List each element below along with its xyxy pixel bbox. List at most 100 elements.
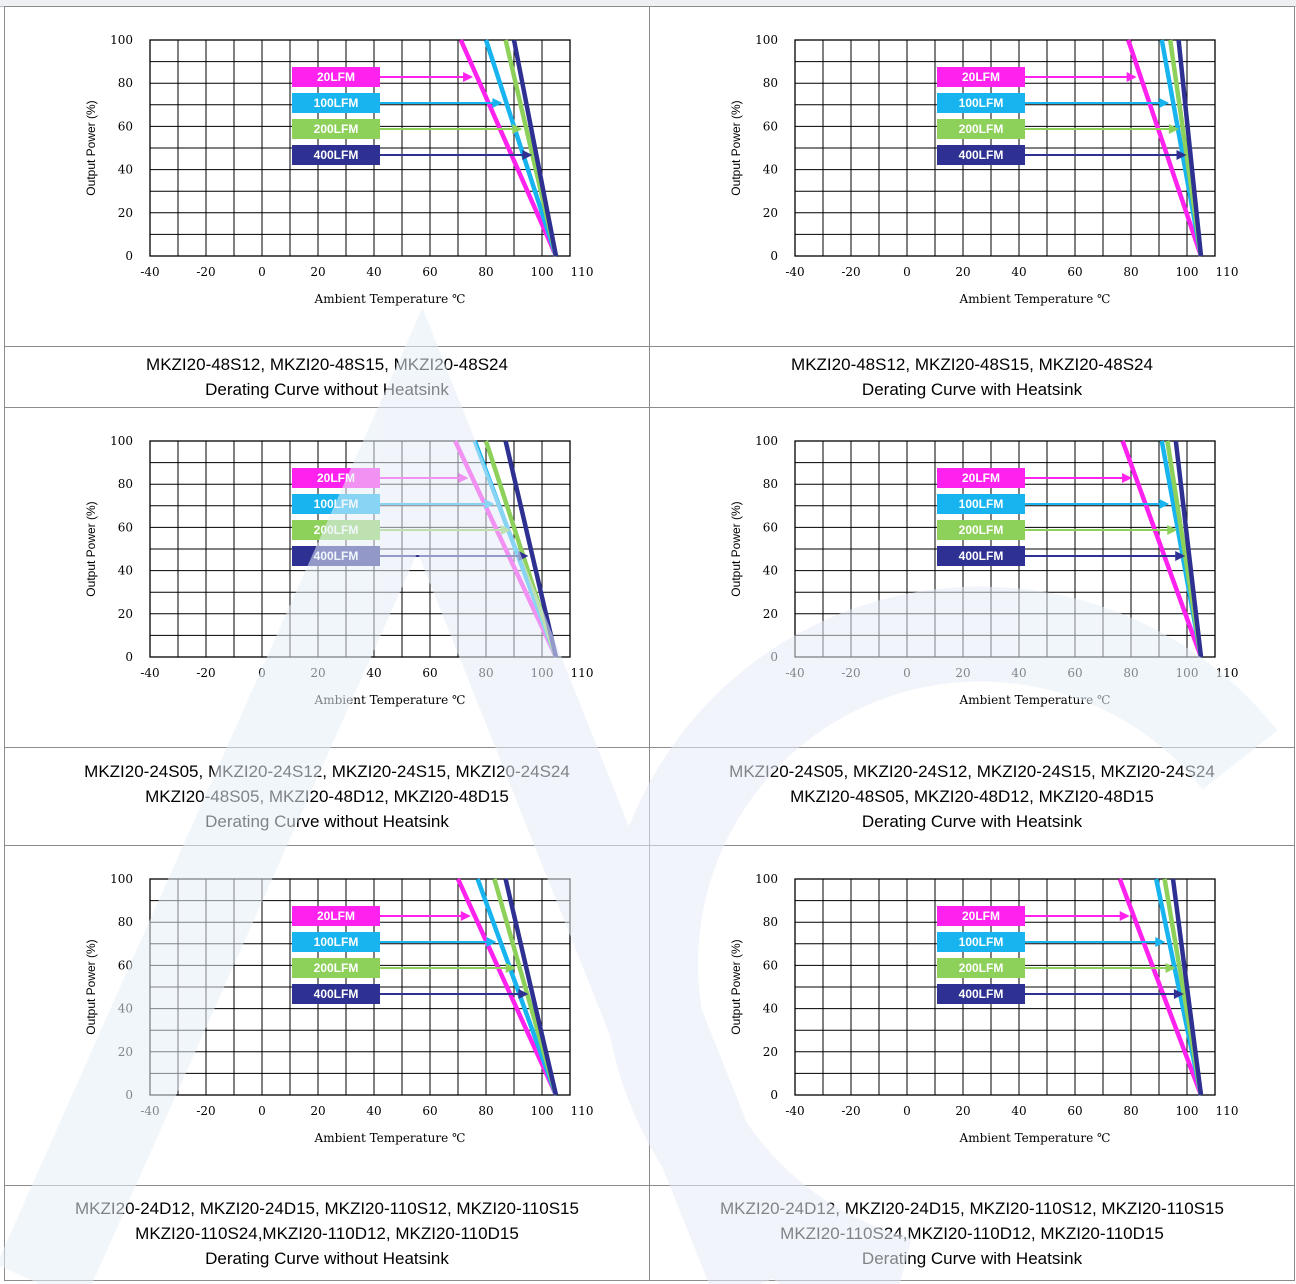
x-tick-label: -20: [841, 265, 860, 279]
legend-label: 20LFM: [317, 909, 355, 923]
y-axis-label: Output Power (%): [84, 501, 98, 596]
legend-swatch-20lfm: [937, 468, 1025, 488]
y-tick-label: 60: [118, 119, 133, 133]
y-tick-label: 20: [118, 1045, 133, 1059]
x-tick-label: -20: [196, 666, 215, 680]
x-tick-label: 0: [258, 265, 266, 279]
legend-arrow-head: [1176, 150, 1187, 160]
y-tick-label: 80: [118, 76, 133, 90]
y-tick-label: 0: [125, 650, 133, 664]
x-tick-label: 110: [571, 666, 594, 680]
x-tick-label: 20: [310, 1104, 325, 1118]
x-tick-label: -40: [140, 1104, 159, 1118]
x-tick-label: 100: [531, 265, 554, 279]
x-tick-label: 110: [571, 265, 594, 279]
legend-label: 400LFM: [314, 987, 359, 1001]
legend-arrow-head: [1168, 124, 1179, 134]
y-tick-label: 20: [763, 206, 778, 220]
x-tick-label: 60: [1067, 265, 1082, 279]
y-tick-label: 60: [118, 958, 133, 972]
legend-arrow-head: [1167, 525, 1178, 535]
x-tick-label: -20: [196, 265, 215, 279]
y-tick-label: 80: [118, 477, 133, 491]
legend-arrow-head: [458, 473, 469, 483]
caption-line: MKZI20-24D12, MKZI20-24D15, MKZI20-110S1…: [75, 1198, 579, 1218]
x-axis-label: Ambient Temperature ℃: [959, 1131, 1111, 1145]
x-tick-label: 60: [422, 265, 437, 279]
y-tick-label: 40: [763, 1002, 778, 1016]
x-tick-label: 110: [1216, 666, 1239, 680]
legend-label: 20LFM: [317, 70, 355, 84]
legend-label: 20LFM: [962, 471, 1000, 485]
x-tick-label: 110: [1216, 265, 1239, 279]
legend-label: 200LFM: [959, 961, 1004, 975]
y-tick-label: 40: [763, 163, 778, 177]
series-line-20lfm: [458, 39, 559, 257]
x-tick-label: -20: [841, 666, 860, 680]
x-tick-label: 60: [1067, 1104, 1082, 1118]
legend-swatch-200lfm: [937, 520, 1025, 540]
caption-line: Derating Curve with Heatsink: [861, 380, 1083, 399]
y-tick-label: 0: [125, 249, 133, 263]
legend-arrow-head: [1119, 911, 1130, 921]
x-tick-label: 110: [1216, 1104, 1239, 1118]
caption-line: Derating Curve with Heatsink: [861, 812, 1083, 831]
legend-arrow-head: [484, 499, 495, 509]
x-axis-label: Ambient Temperature ℃: [959, 292, 1111, 306]
y-tick-label: 40: [763, 564, 778, 578]
x-tick-label: -40: [140, 265, 159, 279]
legend-label: 100LFM: [959, 497, 1004, 511]
x-tick-label: 40: [1011, 1104, 1026, 1118]
legend-label: 400LFM: [314, 148, 359, 162]
x-tick-label: 100: [531, 666, 554, 680]
y-tick-label: 80: [118, 915, 133, 929]
plot-area-border: [794, 39, 1216, 257]
legend-arrow-head: [512, 124, 523, 134]
legend-label: 200LFM: [959, 122, 1004, 136]
chart-cell-2: 0 20 40 60 80 100 -40 -20 0 20 40 60 80 100 110 Ambient…: [649, 6, 1295, 347]
x-tick-label: 60: [1067, 666, 1082, 680]
x-tick-label: 110: [571, 1104, 594, 1118]
legend-label: 20LFM: [317, 471, 355, 485]
y-tick-label: 100: [755, 434, 778, 448]
x-tick-label: 40: [366, 265, 381, 279]
legend-arrow-head: [1155, 937, 1166, 947]
caption-line: MKZI20-24S05, MKZI20-24S12, MKZI20-24S15…: [84, 762, 570, 781]
x-tick-label: -40: [140, 666, 159, 680]
caption-line: Derating Curve with Heatsink: [861, 1248, 1083, 1268]
y-tick-label: 40: [118, 1002, 133, 1016]
legend-swatch-100lfm: [292, 93, 380, 113]
x-tick-label: 80: [1123, 265, 1138, 279]
legend-swatch-200lfm: [937, 119, 1025, 139]
y-axis-label: Output Power (%): [729, 939, 743, 1034]
x-tick-label: 0: [903, 666, 911, 680]
x-tick-label: 80: [1123, 666, 1138, 680]
derating-chart-6: 0 20 40 60 80 100 -40 -20 0 20 40 60 80 100 110 Ambient…: [729, 872, 1239, 1145]
legend-swatch-100lfm: [937, 93, 1025, 113]
legend-label: 200LFM: [314, 523, 359, 537]
series-line-400lfm: [511, 39, 559, 257]
y-tick-label: 0: [770, 650, 778, 664]
x-tick-label: 0: [903, 1104, 911, 1118]
legend-label: 200LFM: [314, 961, 359, 975]
x-tick-label: 20: [310, 666, 325, 680]
legend-label: 100LFM: [314, 96, 359, 110]
y-tick-label: 100: [110, 434, 133, 448]
legend-swatch-100lfm: [937, 494, 1025, 514]
y-tick-label: 60: [118, 520, 133, 534]
x-tick-label: 80: [478, 1104, 493, 1118]
legend-arrow-head: [1122, 473, 1133, 483]
x-tick-label: 100: [1176, 1104, 1199, 1118]
caption-line: MKZI20-24S05, MKZI20-24S12, MKZI20-24S15…: [729, 762, 1215, 781]
chart-cell-5: 0 20 40 60 80 100 -40 -20 0 20 40 60 80 100 110 Ambient…: [4, 845, 650, 1186]
legend-swatch-400lfm: [937, 145, 1025, 165]
legend-label: 200LFM: [314, 122, 359, 136]
legend-arrow-head: [486, 937, 497, 947]
y-tick-label: 100: [110, 33, 133, 47]
caption-line: MKZI20-110S24,MKZI20-110D12, MKZI20-110D…: [135, 1223, 519, 1243]
legend-swatch-20lfm: [292, 67, 380, 87]
caption-cell-4: MKZI20-24S05, MKZI20-24S12, MKZI20-24S15…: [649, 747, 1295, 846]
y-tick-label: 60: [763, 520, 778, 534]
caption-line: Derating Curve without Heatsink: [205, 1248, 449, 1268]
plot-area-border: [149, 39, 571, 257]
